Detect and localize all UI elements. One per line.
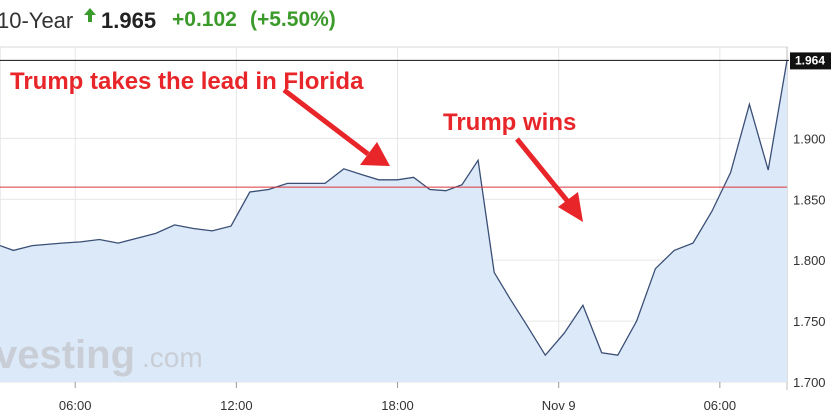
instrument-name: 10-Year xyxy=(0,8,74,33)
x-tick-label: 18:00 xyxy=(381,398,414,413)
watermark-brand: vesting xyxy=(0,333,135,377)
price-change: +0.102 xyxy=(172,8,237,31)
up-arrow-icon xyxy=(84,8,96,27)
x-tick-label: Nov 9 xyxy=(542,398,576,413)
x-axis: 06:00 12:00 18:00 Nov 9 06:00 xyxy=(59,382,736,413)
annotation-florida: Trump takes the lead in Florida xyxy=(10,68,364,95)
quote-header: 10-Year 1.965 +0.102 (+5.50%) xyxy=(0,0,839,40)
y-tick-label: 1.700 xyxy=(793,375,826,390)
investing-watermark: vesting .com xyxy=(0,333,203,377)
last-value-badge: 1.964 xyxy=(790,52,831,70)
x-tick-label: 12:00 xyxy=(220,398,253,413)
annotation-wins: Trump wins xyxy=(443,109,576,136)
price-change-percent: (+5.50%) xyxy=(250,8,336,31)
y-tick-label: 1.900 xyxy=(793,131,826,146)
price-line xyxy=(0,60,788,357)
x-tick-label: 06:00 xyxy=(59,398,92,413)
arrow-wins xyxy=(515,137,583,222)
arrow-florida xyxy=(282,88,390,166)
watermark-suffix: .com xyxy=(142,342,203,373)
x-tick-label: 06:00 xyxy=(704,398,737,413)
y-tick-label: 1.850 xyxy=(793,192,826,207)
last-price: 1.965 xyxy=(101,8,157,33)
y-tick-label: 1.800 xyxy=(793,253,826,268)
y-tick-label: 1.750 xyxy=(793,314,826,329)
price-area xyxy=(0,60,787,383)
last-value-label: 1.964 xyxy=(795,53,825,67)
y-axis: 1.700 1.750 1.800 1.850 1.900 xyxy=(793,131,826,390)
